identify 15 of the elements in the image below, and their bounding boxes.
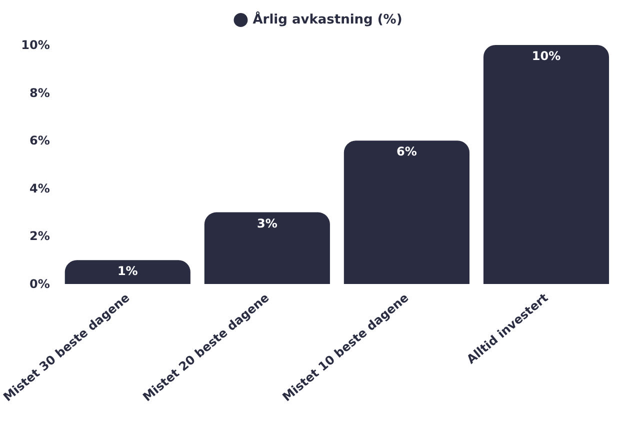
data-label: 10% — [532, 49, 561, 63]
data-label: 6% — [396, 144, 417, 159]
y-tick-label: 2% — [30, 229, 50, 244]
bar — [483, 45, 610, 284]
bar — [344, 140, 470, 284]
data-label: 1% — [117, 264, 138, 278]
y-tick-label: 0% — [30, 277, 50, 291]
y-tick-label: 10% — [21, 38, 50, 52]
data-label: 3% — [256, 216, 278, 230]
bar — [64, 260, 190, 284]
legend-label: Årlig avkastning (%) — [252, 10, 402, 28]
bar — [204, 212, 330, 284]
y-tick-label: 8% — [30, 86, 50, 100]
y-tick-label: 6% — [30, 134, 50, 148]
y-tick-label: 4% — [30, 181, 50, 196]
